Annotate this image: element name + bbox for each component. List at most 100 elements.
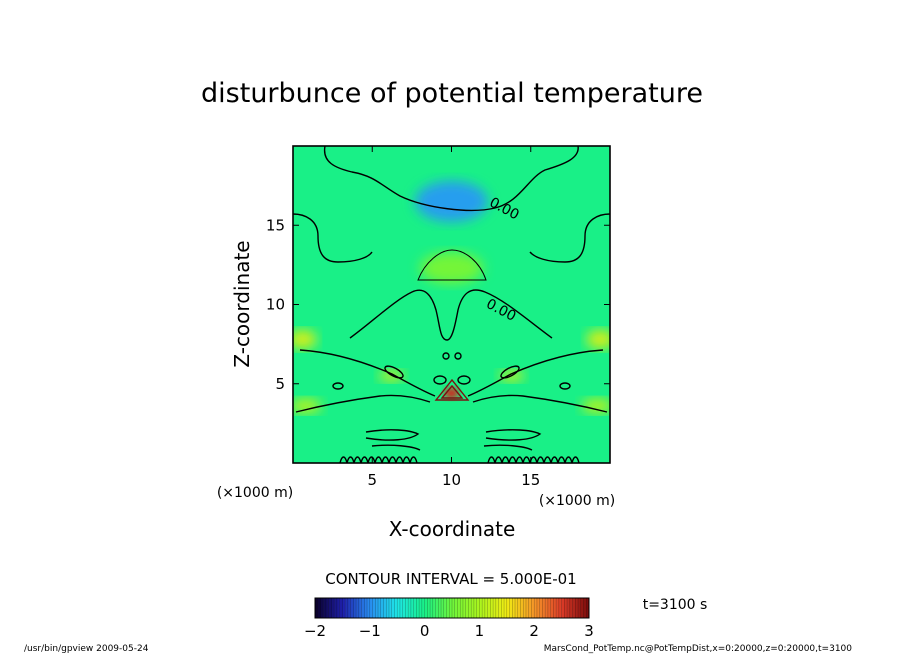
y-tick-label: 10 xyxy=(266,296,285,314)
colorbar-segment xyxy=(515,598,518,618)
contour-line xyxy=(454,352,462,360)
colorbar-segment xyxy=(336,598,340,618)
colorbar-segment xyxy=(536,598,540,618)
colorbar-segment xyxy=(358,598,362,618)
colorbar-segment xyxy=(504,598,507,618)
colorbar-segment xyxy=(462,598,466,618)
contour-line xyxy=(365,429,420,441)
heatmap-warm-region xyxy=(586,329,610,349)
colorbar-segment xyxy=(427,598,431,618)
colorbar-segment xyxy=(432,598,436,618)
contour-lines xyxy=(293,146,610,463)
colorbar-segment xyxy=(397,598,401,618)
colorbar-segment xyxy=(449,598,453,618)
colorbar-segment xyxy=(569,598,573,618)
colorbar-segment xyxy=(413,598,417,618)
axis-ticks xyxy=(293,146,610,463)
colorbar-segment xyxy=(399,598,403,618)
colorbar-segment xyxy=(421,598,425,618)
colorbar-segment xyxy=(438,598,442,618)
colorbar-segment xyxy=(457,598,461,618)
contour-line xyxy=(293,213,373,263)
heatmap-cold-region xyxy=(415,180,488,223)
colorbar-segment xyxy=(534,598,538,618)
colorbar-segment xyxy=(490,598,494,618)
x-tick-label: 15 xyxy=(521,471,540,489)
colorbar-segment xyxy=(408,598,412,618)
colorbar-segment xyxy=(386,598,390,618)
y-tick-label: 5 xyxy=(275,375,285,393)
contour-line xyxy=(487,456,580,463)
colorbar-segment xyxy=(542,598,546,618)
colorbar-segment xyxy=(367,598,370,618)
colorbar-segment xyxy=(539,598,543,618)
colorbar-segment xyxy=(520,598,524,618)
colorbar-segment xyxy=(430,598,434,618)
footer-source: MarsCond_PotTemp.nc@PotTempDist,x=0:2000… xyxy=(544,644,853,654)
contour-line xyxy=(529,213,610,263)
contour-line xyxy=(440,384,464,399)
colorbar-segment xyxy=(583,598,587,618)
footer-program-date: /usr/bin/gpview 2009-05-24 xyxy=(24,644,149,654)
colorbar-frame xyxy=(314,597,590,619)
colorbar-segment xyxy=(328,598,332,618)
colorbar-segment xyxy=(320,598,324,618)
contour-line xyxy=(559,382,571,390)
contour-line xyxy=(434,378,470,401)
y-tick-label: 15 xyxy=(266,216,285,234)
colorbar-segment xyxy=(315,598,318,618)
colorbar-segment xyxy=(416,598,420,618)
contour-line xyxy=(433,375,447,385)
colorbar-segment xyxy=(323,598,327,618)
colorbar-segment xyxy=(410,598,414,618)
colorbar-segment xyxy=(465,598,469,618)
colorbar-segment xyxy=(388,598,392,618)
colorbar-segment xyxy=(531,598,535,618)
y-axis-label: Z-coordinate xyxy=(230,240,254,367)
heatmap-warm-region xyxy=(293,398,322,414)
colorbar-segment xyxy=(446,598,450,618)
x-axis-label: X-coordinate xyxy=(389,517,516,541)
colorbar-segment xyxy=(405,598,409,618)
colorbar-segment xyxy=(339,598,343,618)
time-label: t=3100 s xyxy=(643,597,708,613)
colorbar-segment xyxy=(419,598,423,618)
colorbar-segment xyxy=(342,598,346,618)
colorbar-segment xyxy=(528,598,532,618)
colorbar-segment xyxy=(482,598,486,618)
y-axis-unit: (×1000 m) xyxy=(217,485,293,501)
colorbar-segment xyxy=(454,598,458,618)
colorbar-segment xyxy=(402,598,406,618)
colorbar-tick-label: −1 xyxy=(359,622,381,640)
colorbar-segment xyxy=(452,598,455,618)
colorbar-segment xyxy=(372,598,376,618)
colorbar-segment xyxy=(578,598,581,618)
contour-line xyxy=(332,382,344,390)
contour-line xyxy=(500,365,520,379)
colorbar-segment xyxy=(424,598,428,618)
colorbar-tick-label: 0 xyxy=(420,622,430,640)
colorbar-tick-label: 1 xyxy=(475,622,485,640)
colorbar-segment xyxy=(435,598,439,618)
heatmap-warm-region xyxy=(419,252,484,284)
contour-line xyxy=(417,249,487,281)
contour-line xyxy=(299,349,436,397)
colorbar-segment xyxy=(468,598,472,618)
contour-line xyxy=(371,444,421,451)
colorbar-segment xyxy=(506,598,510,618)
contour-line xyxy=(483,444,533,451)
colorbar-segment xyxy=(545,598,549,618)
colorbar-segment xyxy=(575,598,579,618)
colorbar-segment xyxy=(334,598,338,618)
colorbar-segment xyxy=(580,598,584,618)
colorbar-segment xyxy=(361,598,365,618)
colorbar-segment xyxy=(495,598,499,618)
colorbar xyxy=(314,598,590,618)
colorbar-segment xyxy=(391,598,395,618)
x-axis-unit: (×1000 m) xyxy=(539,493,615,509)
contour-line xyxy=(442,352,450,360)
colorbar-segment xyxy=(443,598,447,618)
contour-line xyxy=(472,394,608,413)
colorbar-tick-label: 3 xyxy=(584,622,594,640)
